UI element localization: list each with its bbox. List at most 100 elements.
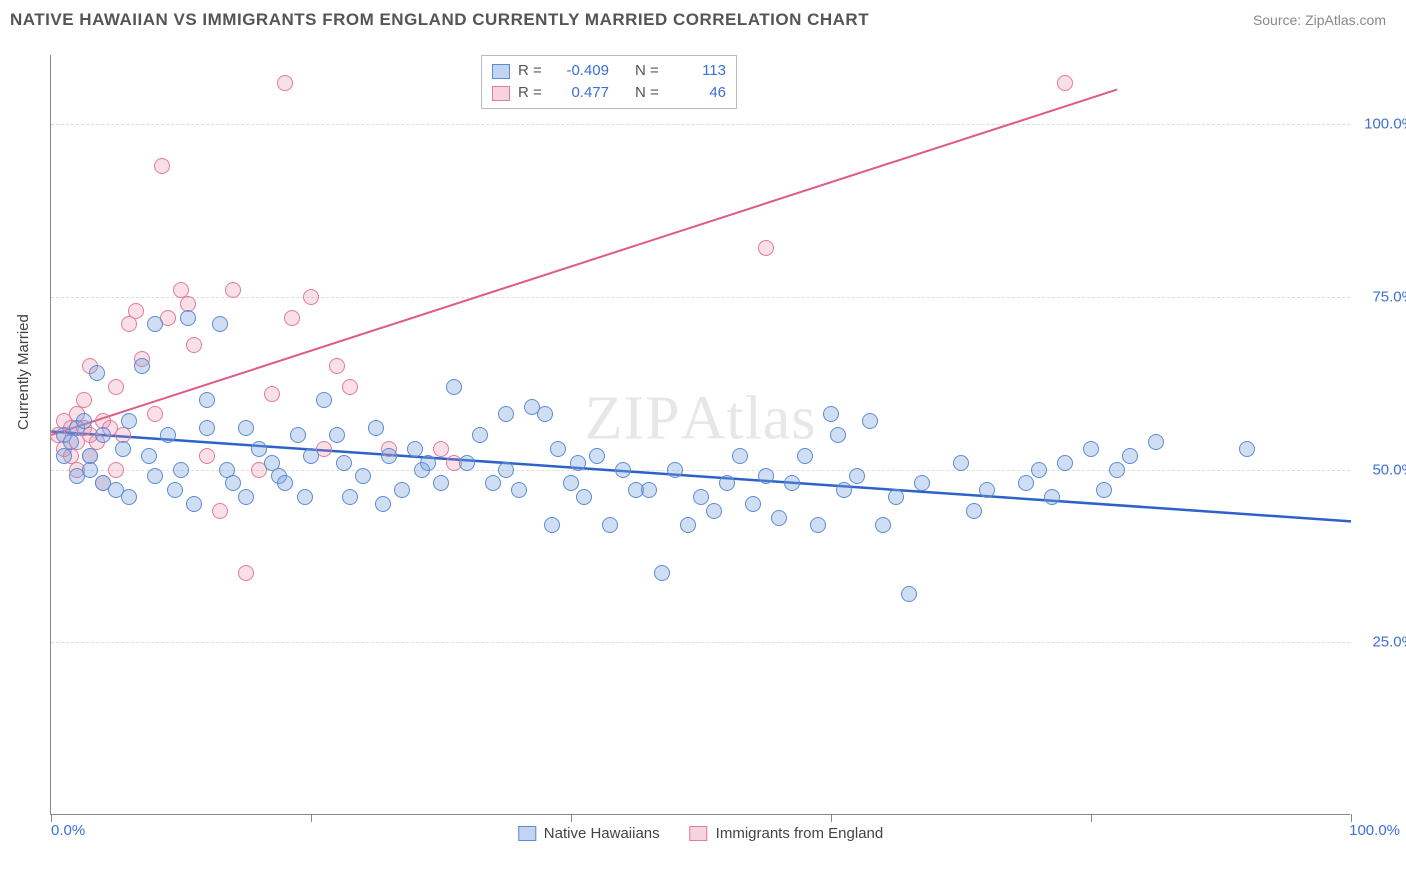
- data-point-blue: [1239, 441, 1255, 457]
- y-tick-label: 100.0%: [1364, 116, 1406, 133]
- data-point-blue: [654, 565, 670, 581]
- y-axis-label: Currently Married: [15, 314, 32, 430]
- x-axis-max-label: 100.0%: [1349, 822, 1400, 839]
- r-label: R =: [518, 82, 546, 104]
- data-point-pink: [329, 358, 345, 374]
- data-point-blue: [823, 406, 839, 422]
- data-point-blue: [1122, 448, 1138, 464]
- data-point-blue: [173, 462, 189, 478]
- data-point-blue: [89, 365, 105, 381]
- data-point-blue: [693, 489, 709, 505]
- data-point-blue: [641, 482, 657, 498]
- data-point-blue: [446, 379, 462, 395]
- data-point-pink: [108, 379, 124, 395]
- n-label: N =: [635, 60, 663, 82]
- data-point-blue: [76, 413, 92, 429]
- data-point-blue: [199, 420, 215, 436]
- data-point-blue: [472, 427, 488, 443]
- data-point-blue: [810, 517, 826, 533]
- r-value-pink: 0.477: [554, 82, 609, 104]
- data-point-blue: [745, 496, 761, 512]
- data-point-blue: [544, 517, 560, 533]
- data-point-blue: [375, 496, 391, 512]
- data-point-blue: [147, 316, 163, 332]
- data-point-blue: [914, 475, 930, 491]
- y-tick-label: 75.0%: [1372, 288, 1406, 305]
- data-point-blue: [979, 482, 995, 498]
- x-tick: [1091, 814, 1092, 822]
- data-point-blue: [953, 455, 969, 471]
- data-point-blue: [238, 420, 254, 436]
- swatch-blue: [492, 64, 510, 79]
- data-point-blue: [602, 517, 618, 533]
- data-point-blue: [589, 448, 605, 464]
- data-point-blue: [134, 358, 150, 374]
- data-point-blue: [966, 503, 982, 519]
- data-point-blue: [290, 427, 306, 443]
- n-value-blue: 113: [671, 60, 726, 82]
- data-point-blue: [771, 510, 787, 526]
- n-value-pink: 46: [671, 82, 726, 104]
- data-point-blue: [563, 475, 579, 491]
- chart-title: NATIVE HAWAIIAN VS IMMIGRANTS FROM ENGLA…: [10, 10, 869, 30]
- data-point-blue: [394, 482, 410, 498]
- data-point-blue: [498, 462, 514, 478]
- data-point-blue: [121, 489, 137, 505]
- data-point-blue: [433, 475, 449, 491]
- data-point-blue: [355, 468, 371, 484]
- x-tick: [571, 814, 572, 822]
- data-point-pink: [303, 289, 319, 305]
- x-tick: [1351, 814, 1352, 822]
- stats-legend: R = -0.409 N = 113 R = 0.477 N = 46: [481, 55, 737, 109]
- data-point-blue: [121, 413, 137, 429]
- data-point-blue: [199, 392, 215, 408]
- data-point-blue: [888, 489, 904, 505]
- data-point-blue: [732, 448, 748, 464]
- scatter-points: [51, 55, 1350, 814]
- data-point-blue: [875, 517, 891, 533]
- data-point-blue: [1031, 462, 1047, 478]
- data-point-blue: [251, 441, 267, 457]
- data-point-blue: [485, 475, 501, 491]
- data-point-blue: [56, 448, 72, 464]
- data-point-blue: [836, 482, 852, 498]
- data-point-blue: [797, 448, 813, 464]
- chart-plot-area: 25.0%50.0%75.0%100.0% ZIPAtlas R = -0.40…: [50, 55, 1350, 815]
- data-point-blue: [316, 392, 332, 408]
- data-point-blue: [498, 406, 514, 422]
- data-point-blue: [719, 475, 735, 491]
- data-point-blue: [1057, 455, 1073, 471]
- x-tick: [51, 814, 52, 822]
- x-tick: [311, 814, 312, 822]
- data-point-pink: [433, 441, 449, 457]
- data-point-blue: [1096, 482, 1112, 498]
- data-point-pink: [1057, 75, 1073, 91]
- data-point-blue: [212, 316, 228, 332]
- chart-header: NATIVE HAWAIIAN VS IMMIGRANTS FROM ENGLA…: [0, 0, 1406, 35]
- data-point-pink: [108, 462, 124, 478]
- data-point-pink: [212, 503, 228, 519]
- data-point-pink: [238, 565, 254, 581]
- legend-item-blue: Native Hawaiians: [518, 825, 660, 842]
- data-point-blue: [576, 489, 592, 505]
- data-point-pink: [342, 379, 358, 395]
- x-tick: [831, 814, 832, 822]
- data-point-blue: [1083, 441, 1099, 457]
- y-tick-label: 50.0%: [1372, 461, 1406, 478]
- legend-label-pink: Immigrants from England: [716, 825, 884, 842]
- r-value-blue: -0.409: [554, 60, 609, 82]
- data-point-blue: [1018, 475, 1034, 491]
- data-point-blue: [570, 455, 586, 471]
- data-point-blue: [167, 482, 183, 498]
- data-point-pink: [225, 282, 241, 298]
- data-point-blue: [303, 448, 319, 464]
- data-point-pink: [758, 240, 774, 256]
- data-point-pink: [154, 158, 170, 174]
- legend-item-pink: Immigrants from England: [690, 825, 884, 842]
- data-point-blue: [186, 496, 202, 512]
- data-point-blue: [238, 489, 254, 505]
- data-point-pink: [284, 310, 300, 326]
- data-point-blue: [1148, 434, 1164, 450]
- data-point-pink: [121, 316, 137, 332]
- data-point-blue: [784, 475, 800, 491]
